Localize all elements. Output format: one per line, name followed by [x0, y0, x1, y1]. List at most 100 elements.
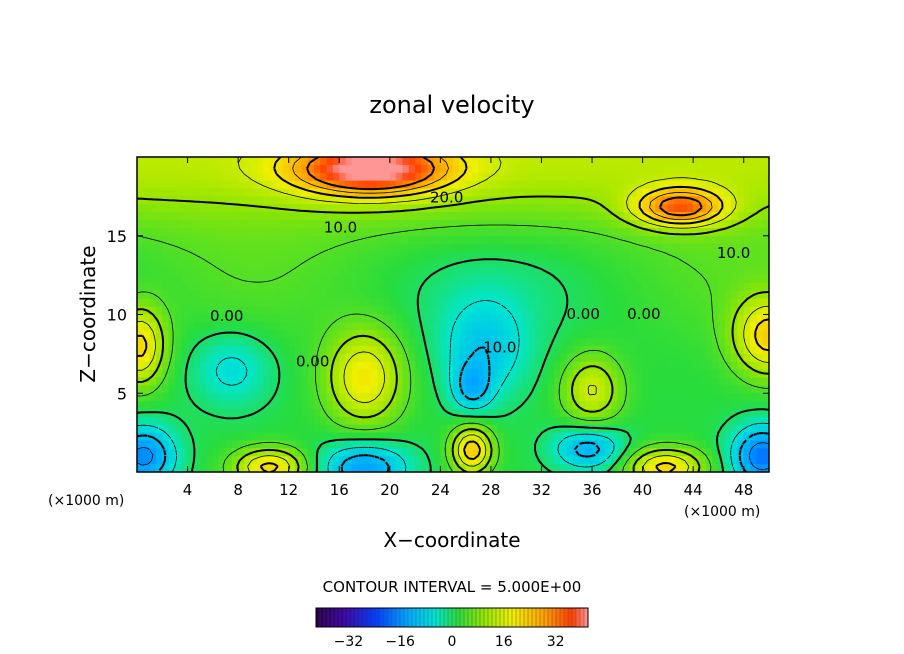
- heat-cell: [680, 259, 688, 268]
- heat-cell: [453, 464, 460, 472]
- heat-cell: [332, 416, 340, 426]
- heat-cell: [408, 243, 416, 253]
- heat-cell: [509, 212, 517, 221]
- heat-cell: [705, 409, 713, 418]
- heat-cell: [667, 369, 675, 379]
- heat-cell: [250, 172, 258, 182]
- heat-cell: [351, 361, 359, 371]
- heat-cell: [541, 259, 549, 268]
- contour-line: [137, 442, 769, 471]
- heat-cell: [541, 385, 549, 394]
- heat-cell: [573, 306, 580, 316]
- heat-cell: [471, 212, 479, 221]
- heat-cell: [611, 290, 618, 300]
- heat-cell: [535, 220, 543, 229]
- heat-cell: [231, 227, 239, 237]
- heat-cell: [497, 409, 505, 418]
- heat-cell: [257, 330, 264, 339]
- heat-cell: [263, 464, 271, 472]
- heat-cell: [257, 409, 264, 418]
- heat-cell: [547, 393, 555, 402]
- heat-cell: [667, 306, 675, 316]
- heat-cell: [250, 298, 258, 308]
- heat-cell: [573, 440, 580, 449]
- heat-cell: [705, 298, 713, 308]
- heat-cell: [642, 338, 650, 347]
- heat-cell: [440, 440, 448, 449]
- heat-cell: [642, 180, 650, 190]
- heat-cell: [263, 235, 271, 245]
- heat-cell: [535, 440, 543, 449]
- heat-cell: [332, 172, 340, 182]
- heat-cell: [288, 440, 296, 449]
- heat-cell: [263, 188, 271, 197]
- heat-cell: [516, 385, 524, 394]
- colorbar-swatch: [540, 608, 545, 627]
- heat-cell: [509, 424, 517, 434]
- heat-cell: [509, 306, 517, 316]
- heat-cell: [509, 243, 517, 253]
- heat-cell: [762, 188, 769, 197]
- heat-cell: [446, 401, 454, 410]
- heat-cell: [693, 353, 701, 363]
- heat-cell: [238, 416, 246, 426]
- heat-cell: [604, 172, 612, 182]
- heat-cell: [737, 385, 745, 394]
- heat-cell: [446, 314, 454, 323]
- heat-cell: [219, 235, 227, 245]
- heat-cell: [257, 157, 264, 166]
- heat-cell: [756, 157, 764, 166]
- heat-cell: [168, 424, 176, 434]
- heat-cell: [282, 424, 290, 434]
- heat-cell: [326, 369, 334, 379]
- heat-cell: [143, 196, 151, 205]
- heat-cell: [320, 259, 328, 268]
- heat-cell: [528, 353, 536, 363]
- heat-cell: [693, 330, 701, 339]
- x-axis-label: X−coordinate: [383, 528, 520, 552]
- heat-cell: [648, 393, 656, 402]
- heat-cell: [301, 456, 309, 465]
- heat-cell: [174, 353, 182, 363]
- heat-cell: [162, 164, 170, 174]
- heat-cell: [307, 251, 315, 260]
- heat-cell: [680, 157, 688, 166]
- heat-cell: [276, 290, 283, 300]
- heat-cell: [497, 432, 505, 442]
- heat-cell: [750, 188, 757, 197]
- heat-cell: [509, 338, 517, 347]
- heat-cell: [370, 338, 378, 347]
- heat-cell: [579, 330, 587, 339]
- heat-cell: [516, 306, 524, 316]
- heat-cell: [187, 235, 195, 245]
- heat-cell: [250, 251, 258, 260]
- heat-cell: [573, 369, 580, 379]
- heat-cell: [181, 353, 189, 363]
- heat-cell: [332, 267, 340, 276]
- heat-cell: [389, 456, 397, 465]
- heat-cell: [370, 235, 378, 245]
- heat-cell: [743, 369, 751, 379]
- heat-cell: [174, 432, 182, 442]
- heat-cell: [149, 416, 157, 426]
- colorbar-swatch: [428, 608, 433, 627]
- heat-cell: [554, 306, 562, 316]
- heat-cell: [193, 440, 201, 449]
- heat-cell: [320, 298, 328, 308]
- heat-cell: [149, 440, 157, 449]
- heat-cell: [200, 338, 208, 347]
- heat-cell: [623, 346, 631, 355]
- heat-cell: [484, 275, 492, 284]
- heat-cell: [680, 369, 688, 379]
- heat-cell: [592, 409, 599, 418]
- heat-cell: [522, 196, 530, 205]
- heat-cell: [655, 196, 663, 205]
- heat-cell: [206, 393, 214, 402]
- heat-cell: [471, 432, 479, 442]
- heat-cell: [750, 306, 757, 316]
- heat-cell: [674, 440, 682, 449]
- heat-cell: [743, 267, 751, 276]
- heat-cell: [263, 330, 271, 339]
- heat-cell: [364, 401, 372, 410]
- heat-cell: [655, 180, 663, 190]
